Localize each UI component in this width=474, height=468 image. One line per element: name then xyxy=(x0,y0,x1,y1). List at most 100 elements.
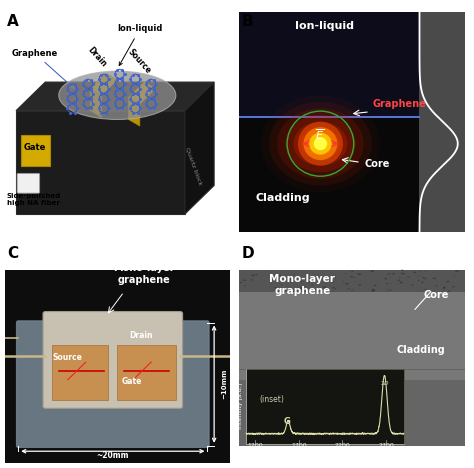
Ellipse shape xyxy=(250,279,253,280)
Text: Drain: Drain xyxy=(86,45,108,69)
Polygon shape xyxy=(128,97,140,126)
FancyBboxPatch shape xyxy=(52,344,108,400)
Ellipse shape xyxy=(261,95,380,192)
Text: Graphene: Graphene xyxy=(11,49,74,88)
Ellipse shape xyxy=(289,278,291,279)
Ellipse shape xyxy=(284,280,287,281)
Ellipse shape xyxy=(418,280,420,281)
Polygon shape xyxy=(90,88,101,117)
Text: Gate: Gate xyxy=(122,377,142,386)
Ellipse shape xyxy=(307,281,310,282)
Ellipse shape xyxy=(422,277,425,278)
Text: Ion-liquid: Ion-liquid xyxy=(295,22,355,31)
Text: B: B xyxy=(242,14,253,29)
Ellipse shape xyxy=(300,287,303,289)
Text: G: G xyxy=(283,417,291,426)
Ellipse shape xyxy=(274,287,276,288)
FancyBboxPatch shape xyxy=(239,380,465,446)
Ellipse shape xyxy=(240,282,242,283)
Ellipse shape xyxy=(324,290,326,291)
Polygon shape xyxy=(16,110,185,214)
Text: $^{2D}$: $^{2D}$ xyxy=(380,380,390,389)
FancyBboxPatch shape xyxy=(239,270,465,292)
FancyBboxPatch shape xyxy=(5,12,230,232)
Ellipse shape xyxy=(301,281,302,282)
Ellipse shape xyxy=(435,285,438,286)
Text: Source: Source xyxy=(127,47,153,75)
Text: 2200: 2200 xyxy=(335,443,350,448)
Ellipse shape xyxy=(293,122,347,166)
Ellipse shape xyxy=(345,273,346,274)
Ellipse shape xyxy=(332,287,335,288)
FancyBboxPatch shape xyxy=(117,344,176,400)
Ellipse shape xyxy=(358,284,361,285)
Ellipse shape xyxy=(350,276,354,278)
Ellipse shape xyxy=(418,276,419,277)
Ellipse shape xyxy=(277,109,364,179)
Ellipse shape xyxy=(401,273,402,274)
Ellipse shape xyxy=(301,128,339,159)
Ellipse shape xyxy=(399,277,401,278)
Ellipse shape xyxy=(400,282,403,284)
Ellipse shape xyxy=(425,289,427,290)
Text: Core: Core xyxy=(424,290,449,300)
Ellipse shape xyxy=(345,283,348,285)
Text: Raman shift [cm$^{-1}$]: Raman shift [cm$^{-1}$] xyxy=(294,446,356,456)
Ellipse shape xyxy=(443,288,446,289)
Ellipse shape xyxy=(386,283,389,284)
Ellipse shape xyxy=(371,270,374,272)
Ellipse shape xyxy=(402,273,405,274)
Ellipse shape xyxy=(372,289,375,291)
Ellipse shape xyxy=(384,278,387,279)
Text: A: A xyxy=(7,14,19,29)
Text: $\overline{E}$: $\overline{E}$ xyxy=(316,128,325,142)
Text: 1700: 1700 xyxy=(291,443,307,448)
Polygon shape xyxy=(16,82,214,110)
Ellipse shape xyxy=(279,275,281,276)
Ellipse shape xyxy=(388,273,391,275)
Ellipse shape xyxy=(455,270,458,272)
Ellipse shape xyxy=(252,275,255,276)
FancyBboxPatch shape xyxy=(17,173,40,193)
Text: Cladding: Cladding xyxy=(397,345,446,355)
Text: Side-polished
high NA fiber: Side-polished high NA fiber xyxy=(7,188,61,206)
FancyBboxPatch shape xyxy=(43,312,182,408)
FancyBboxPatch shape xyxy=(239,12,419,117)
Ellipse shape xyxy=(387,290,389,291)
Text: Quartz block: Quartz block xyxy=(185,146,203,185)
Ellipse shape xyxy=(425,278,427,279)
Ellipse shape xyxy=(255,274,258,275)
Ellipse shape xyxy=(292,291,295,292)
FancyBboxPatch shape xyxy=(239,117,419,232)
Polygon shape xyxy=(185,82,214,214)
Ellipse shape xyxy=(371,290,375,292)
FancyBboxPatch shape xyxy=(5,243,230,270)
Ellipse shape xyxy=(411,284,414,285)
Text: 2700: 2700 xyxy=(378,443,394,448)
FancyBboxPatch shape xyxy=(17,321,209,447)
Ellipse shape xyxy=(320,290,322,291)
Text: Mono-layer
graphene: Mono-layer graphene xyxy=(270,274,335,296)
Ellipse shape xyxy=(285,115,356,172)
Text: ~20mm: ~20mm xyxy=(97,451,129,460)
Ellipse shape xyxy=(244,285,246,286)
Ellipse shape xyxy=(415,272,416,273)
Ellipse shape xyxy=(433,278,436,279)
FancyBboxPatch shape xyxy=(419,12,465,232)
Ellipse shape xyxy=(447,281,449,282)
Text: Ion-liquid: Ion-liquid xyxy=(117,24,163,66)
FancyBboxPatch shape xyxy=(239,292,465,380)
Text: Drain: Drain xyxy=(130,331,153,340)
Ellipse shape xyxy=(443,287,445,288)
Text: ~10mm: ~10mm xyxy=(221,369,227,399)
Text: Cladding: Cladding xyxy=(255,193,310,203)
Polygon shape xyxy=(90,73,117,95)
Ellipse shape xyxy=(323,286,326,288)
Ellipse shape xyxy=(291,281,293,282)
Ellipse shape xyxy=(59,71,176,119)
Ellipse shape xyxy=(243,279,246,281)
Ellipse shape xyxy=(392,273,395,274)
Text: Gate: Gate xyxy=(24,143,46,152)
Text: Source: Source xyxy=(52,353,82,362)
FancyBboxPatch shape xyxy=(246,369,404,444)
